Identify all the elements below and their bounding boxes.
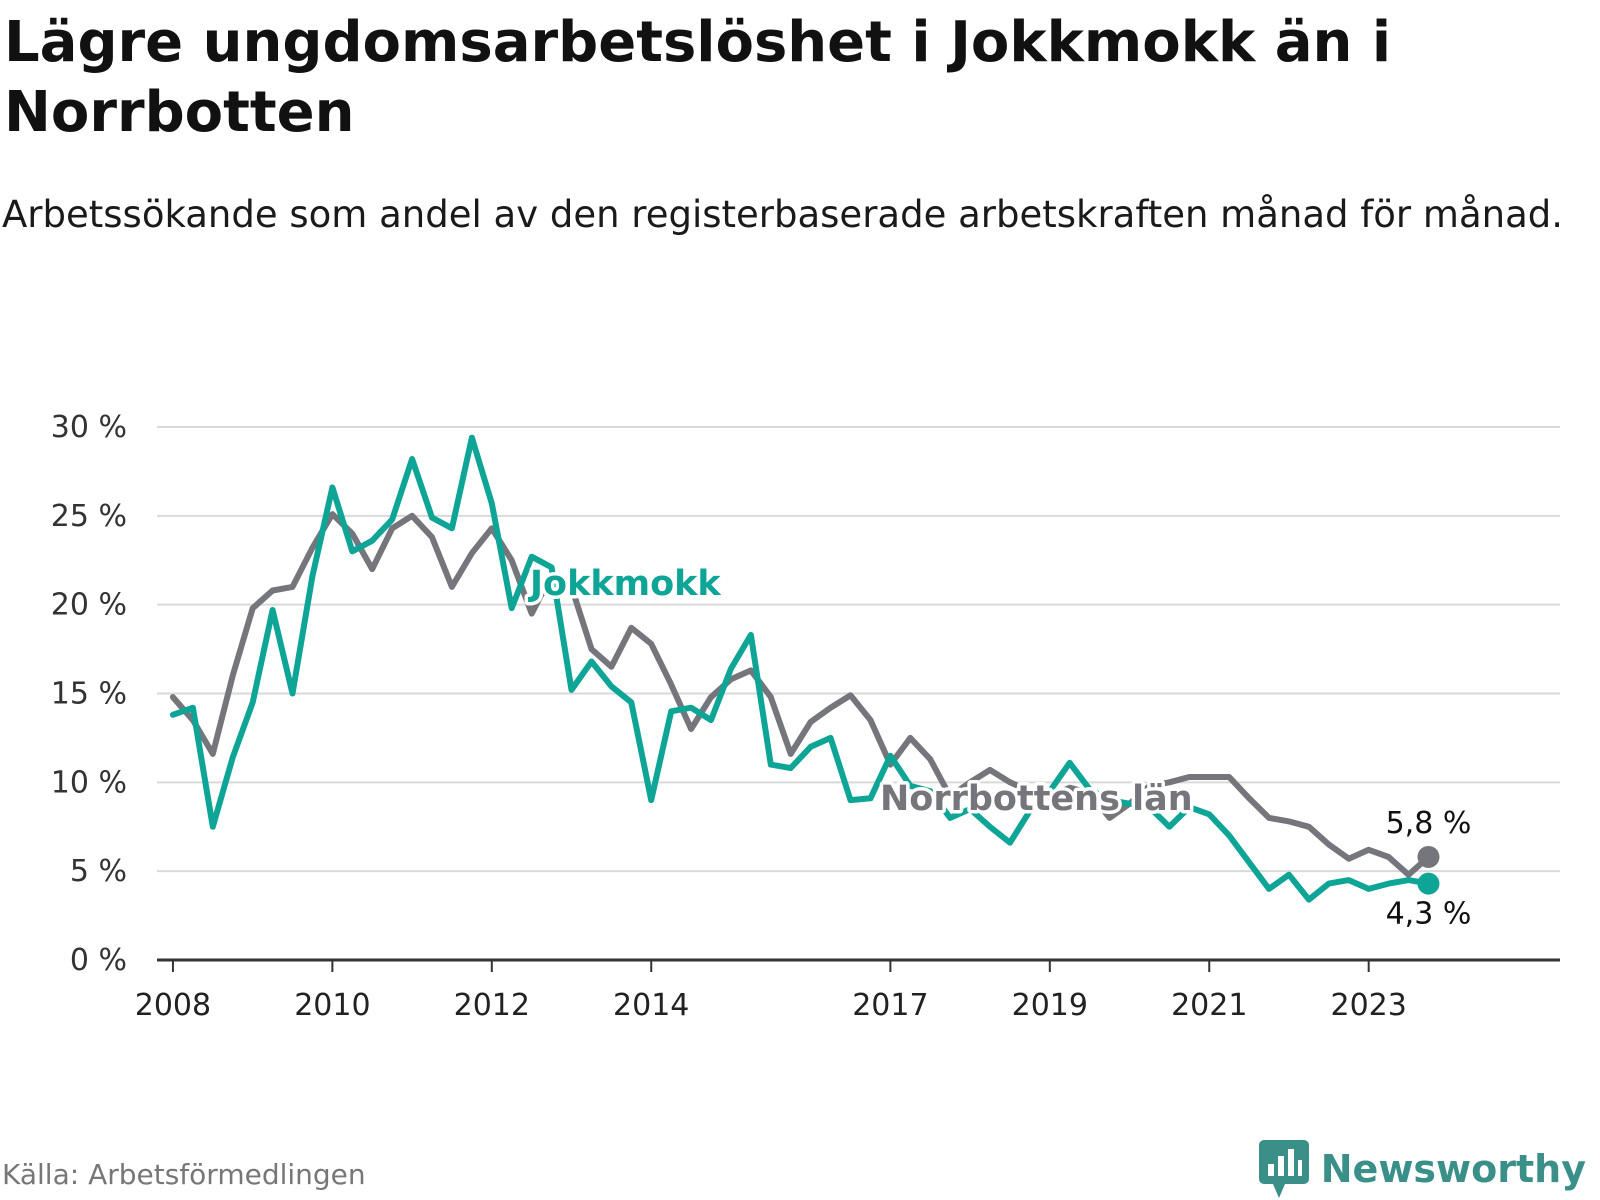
x-tick-label: 2010	[294, 988, 370, 1023]
y-tick-label: 10 %	[51, 765, 127, 800]
end-marker-jokkmokk	[1417, 872, 1440, 895]
x-tick-label: 2008	[135, 988, 211, 1023]
y-tick-label: 5 %	[70, 854, 127, 889]
x-tick-label: 2012	[454, 988, 530, 1023]
series-line-jokkmokk	[169, 434, 1432, 903]
x-tick-label: 2017	[852, 988, 928, 1023]
end-marker-norrbotten	[1417, 845, 1440, 868]
y-tick-label: 15 %	[51, 677, 127, 712]
series-label-jokkmokk: Jokkmokk	[528, 564, 721, 604]
y-tick-label: 0 %	[70, 943, 127, 978]
y-tick-label: 25 %	[51, 499, 127, 534]
y-tick-label: 30 %	[51, 410, 127, 445]
source-note: Källa: Arbetsförmedlingen	[2, 1158, 366, 1191]
chart-subtitle: Arbetssökande som andel av den registerb…	[2, 193, 1563, 236]
chart-title: Lägre ungdomsarbetslöshet i Jokkmokk än …	[4, 10, 1392, 145]
x-tick-label: 2019	[1012, 988, 1088, 1023]
x-tick-label: 2021	[1171, 988, 1247, 1023]
newsworthy-logo-icon	[1258, 1140, 1309, 1198]
end-value-norrbotten: 5,8 %	[1386, 806, 1472, 841]
y-tick-label: 20 %	[51, 588, 127, 623]
series-line-norrbotten	[169, 511, 1432, 878]
x-tick-label: 2014	[613, 988, 689, 1023]
series-label-norrbotten: Norrbottens län	[880, 779, 1193, 819]
end-value-jokkmokk: 4,3 %	[1386, 897, 1472, 932]
brand-logo[interactable]: Newsworthy	[1258, 1140, 1586, 1198]
brand-name: Newsworthy	[1320, 1147, 1586, 1191]
x-tick-label: 2023	[1331, 988, 1407, 1023]
line-chart: 0 % 5 % 10 % 15 % 20 % 25 % 30 % 2008 2010 2012 20…	[51, 410, 1560, 1023]
